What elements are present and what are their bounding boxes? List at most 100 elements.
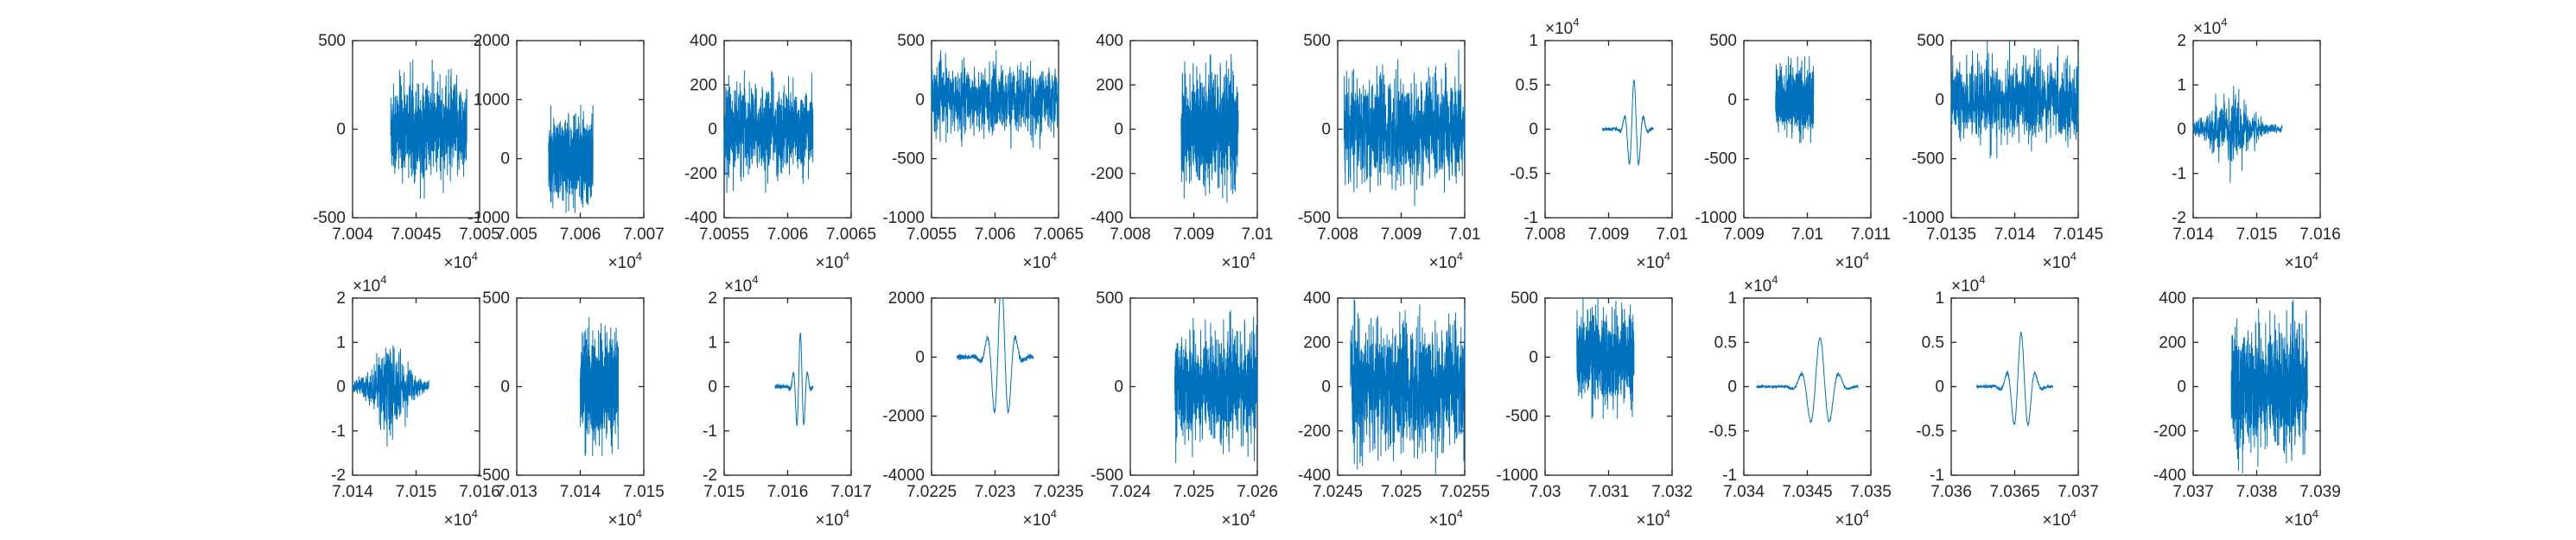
- x-tick-label: 7.015: [396, 483, 437, 501]
- y-tick-label: -500: [1704, 150, 1737, 168]
- y-tick-label: 400: [1096, 32, 1123, 50]
- y-tick-label: 0: [336, 121, 346, 139]
- signal-trace: [1775, 56, 1815, 143]
- x-exponent-label: ×104: [1835, 507, 1869, 530]
- y-tick-label: -0.5: [1708, 422, 1737, 441]
- x-tick-label: 7.016: [2299, 226, 2341, 244]
- x-exponent-label: ×104: [1835, 250, 1869, 272]
- x-tick-label: 7.036: [1930, 483, 1972, 501]
- subplot-15: -500 0 500 7.024 7.025 7.026 ×104: [1091, 289, 1278, 530]
- x-tick-label: 7.039: [2299, 483, 2341, 501]
- x-tick-label: 7.015: [2236, 226, 2278, 244]
- y-tick-label: 0: [2177, 121, 2186, 139]
- x-tick-label: 7.005: [459, 226, 500, 244]
- x-tick-label: 7.006: [560, 226, 601, 244]
- x-tick-label: 7.0135: [1926, 226, 1976, 244]
- x-tick-label: 7.038: [2236, 483, 2278, 501]
- x-exponent-label: ×104: [1222, 250, 1256, 272]
- y-tick-label: 400: [1303, 289, 1331, 308]
- subplot-18: -1 -0.5 0 0.5 1 7.034 7.0345 7.035 ×104 ×104: [1708, 273, 1892, 530]
- x-tick-label: 7.01: [1657, 226, 1689, 244]
- signal-trace: [1180, 54, 1239, 203]
- x-exponent-label: ×104: [1023, 507, 1057, 530]
- subplot-10: -2 -1 0 1 2 7.014 7.015 7.016 ×104 ×104: [2172, 16, 2341, 272]
- y-tick-label: -500: [892, 150, 925, 168]
- y-tick-label: 200: [1303, 334, 1331, 352]
- signal-trace: [1975, 331, 2054, 427]
- x-tick-label: 7.0065: [1034, 226, 1084, 244]
- x-tick-label: 7.009: [1174, 226, 1215, 244]
- y-tick-label: -500: [313, 209, 346, 227]
- x-tick-label: 7.004: [332, 226, 373, 244]
- x-tick-label: 7.023: [975, 483, 1016, 501]
- y-tick-label: 0: [1529, 121, 1538, 139]
- x-tick-label: 7.0055: [906, 226, 957, 244]
- y-tick-label: 0: [1321, 378, 1331, 397]
- y-tick-label: 1: [1727, 289, 1737, 308]
- axes-frame: [1950, 297, 2079, 476]
- x-tick-label: 7.0345: [1782, 483, 1832, 501]
- x-exponent-label: ×104: [2285, 250, 2318, 272]
- y-tick-label: 500: [1096, 289, 1123, 308]
- signal-trace: [1343, 49, 1466, 206]
- x-tick-label: 7.008: [1317, 226, 1358, 244]
- y-tick-label: 0: [1321, 121, 1331, 139]
- x-tick-label: 7.01: [1791, 226, 1823, 244]
- y-tick-label: -2: [2172, 209, 2186, 227]
- y-tick-label: -500: [1911, 150, 1944, 168]
- subplot-7: -1 -0.5 0 0.5 1 7.008 7.009 7.01 ×104 ×104: [1510, 16, 1688, 272]
- y-tick-label: -400: [684, 209, 717, 227]
- axes-frame: [1743, 40, 1872, 219]
- x-tick-label: 7.0255: [1440, 483, 1490, 501]
- x-tick-label: 7.009: [1381, 226, 1422, 244]
- subplot-2: -1000 0 1000 2000 7.005 7.006 7.007 ×104: [467, 32, 664, 272]
- y-tick-label: 0: [336, 378, 346, 397]
- y-tick-label: 0: [915, 348, 925, 366]
- subplot-4: -1000 -500 0 500 7.0055 7.006 7.0065 ×104: [882, 32, 1084, 272]
- y-tick-label: -400: [1298, 467, 1331, 485]
- axes-frame: [931, 297, 1059, 476]
- y-exponent-label: ×104: [1744, 273, 1778, 295]
- y-tick-label: 400: [2159, 289, 2186, 308]
- y-tick-label: 500: [1511, 289, 1538, 308]
- signal-trace: [580, 317, 620, 456]
- y-exponent-label: ×104: [1545, 16, 1579, 38]
- x-tick-label: 7.013: [496, 483, 537, 501]
- x-tick-label: 7.034: [1723, 483, 1765, 501]
- x-exponent-label: ×104: [444, 250, 478, 272]
- x-tick-label: 7.009: [1588, 226, 1630, 244]
- y-tick-label: -500: [477, 467, 510, 485]
- signal-trace: [2192, 86, 2283, 183]
- y-tick-label: 0: [1114, 378, 1123, 397]
- y-tick-label: 2: [336, 289, 346, 308]
- x-tick-label: 7.026: [1237, 483, 1278, 501]
- y-tick-label: 2: [708, 289, 717, 308]
- x-tick-label: 7.005: [496, 226, 537, 244]
- x-tick-label: 7.014: [560, 483, 601, 501]
- x-exponent-label: ×104: [608, 507, 642, 530]
- y-tick-label: -2000: [882, 408, 925, 426]
- x-exponent-label: ×104: [2285, 507, 2318, 530]
- signal-trace: [1350, 297, 1466, 476]
- subplot-16: -400 -200 0 200 400 7.0245 7.025 7.0255 ×104: [1298, 289, 1490, 530]
- x-tick-label: 7.0225: [906, 483, 957, 501]
- signal-trace: [548, 104, 594, 213]
- x-tick-label: 7.014: [332, 483, 373, 501]
- x-tick-label: 7.0065: [826, 226, 876, 244]
- y-tick-label: -1: [331, 422, 346, 441]
- x-exponent-label: ×104: [1637, 507, 1670, 530]
- x-exponent-label: ×104: [816, 507, 849, 530]
- x-tick-label: 7.025: [1174, 483, 1215, 501]
- x-tick-label: 7.016: [767, 483, 809, 501]
- y-tick-label: 1000: [474, 91, 510, 109]
- signal-trace: [723, 70, 814, 194]
- y-tick-label: -2: [331, 467, 346, 485]
- y-tick-label: -0.5: [1916, 422, 1944, 441]
- x-tick-label: 7.015: [623, 483, 665, 501]
- subplot-17: -1000 -500 0 500 7.03 7.031 7.032 ×104: [1496, 289, 1692, 530]
- x-tick-label: 7.0365: [1989, 483, 2039, 501]
- y-exponent-label: ×104: [1951, 273, 1985, 295]
- subplot-11: -2 -1 0 1 2 7.014 7.015 7.016 ×104 ×104: [331, 273, 500, 530]
- x-tick-label: 7.016: [459, 483, 500, 501]
